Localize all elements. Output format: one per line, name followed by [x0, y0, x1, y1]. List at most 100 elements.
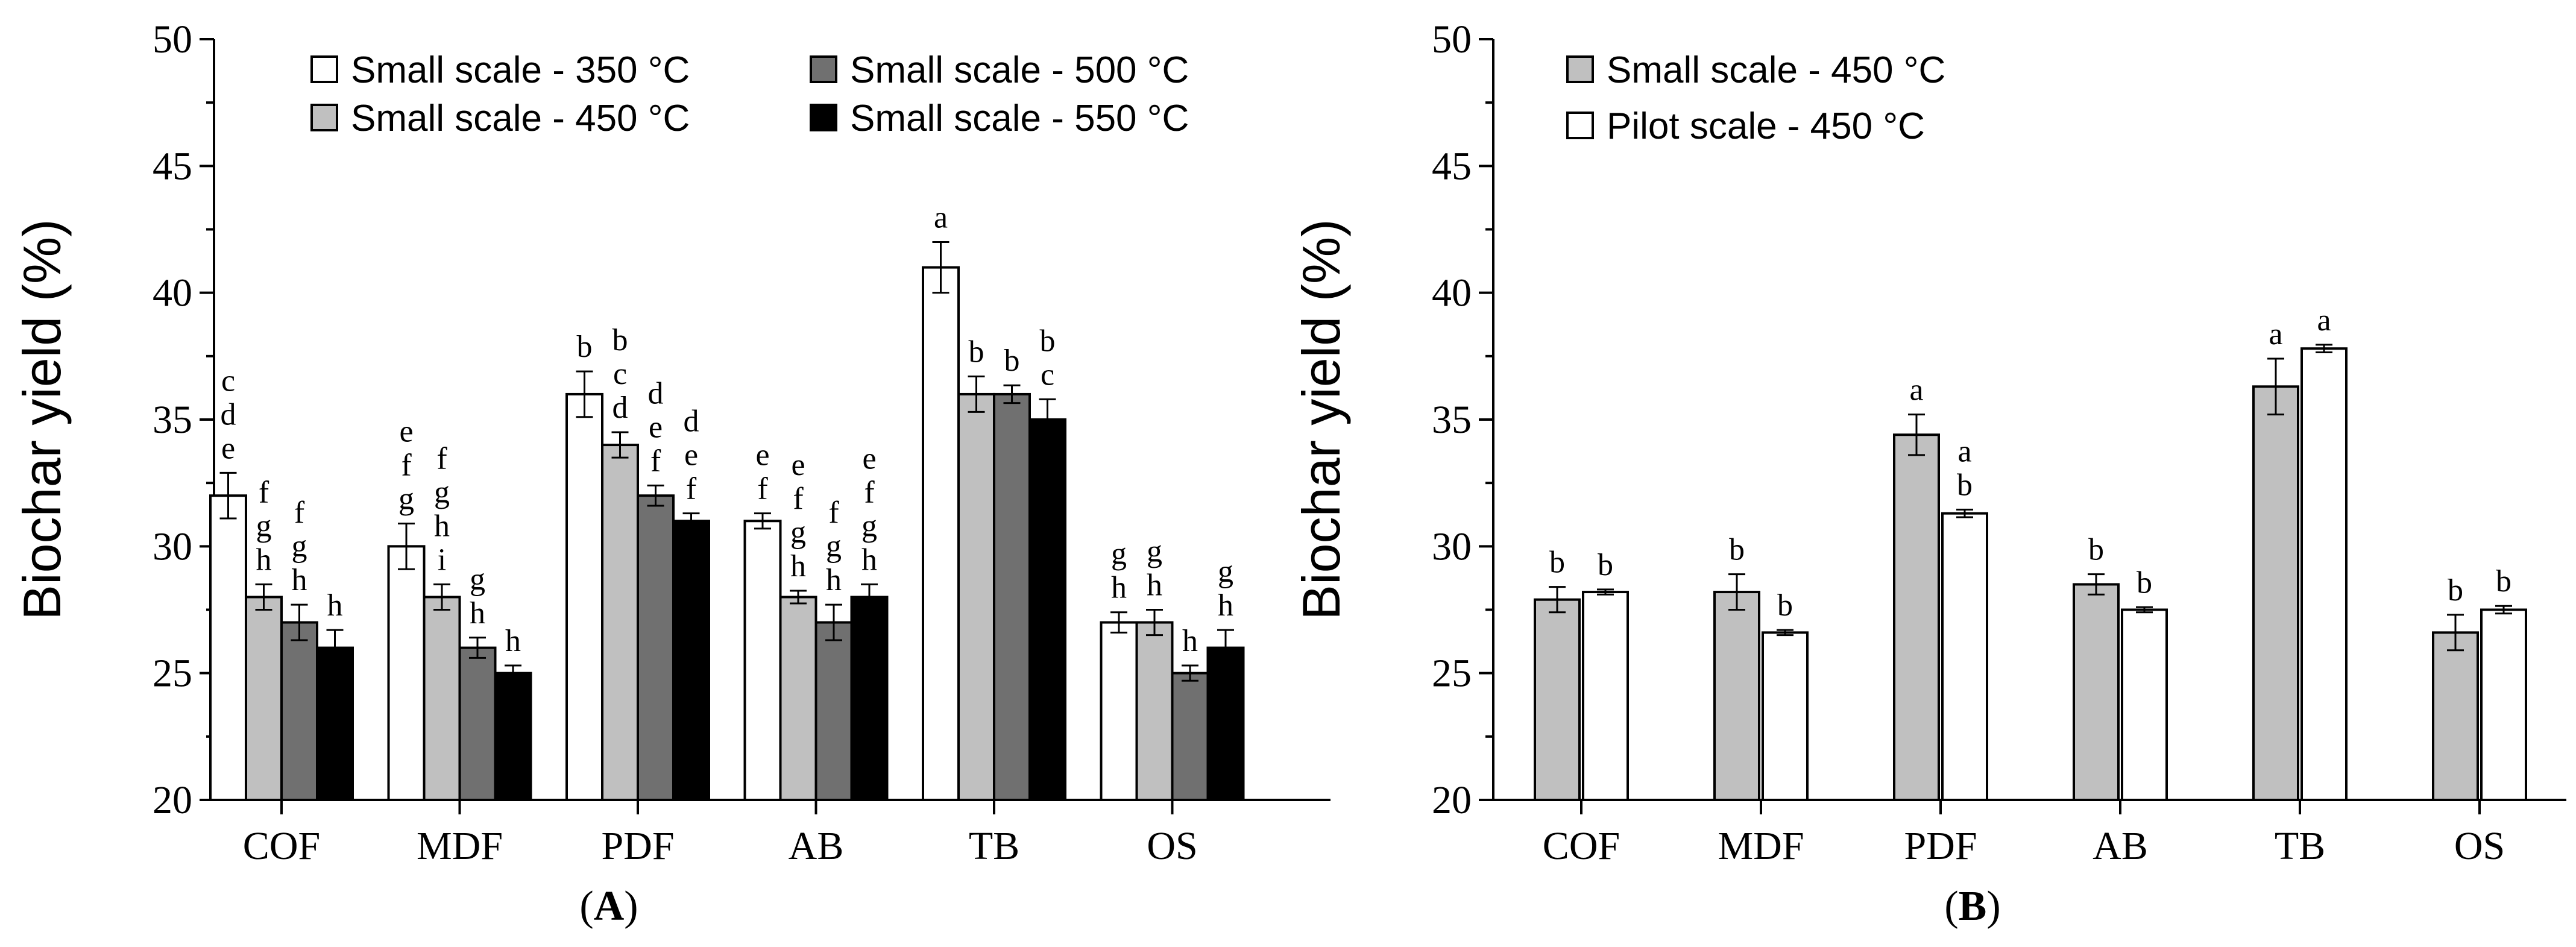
significance-letter: b — [1549, 546, 1565, 580]
significance-letter: h — [1182, 624, 1198, 658]
bar — [957, 392, 995, 801]
significance-letter: a — [934, 201, 948, 235]
significance-letter: c — [1041, 357, 1054, 392]
significance-letter: f — [436, 441, 447, 476]
bar — [1534, 598, 1581, 801]
bar — [565, 392, 603, 801]
significance-letter: e — [862, 441, 876, 476]
significance-letter: g — [790, 515, 806, 550]
legend-swatch — [310, 55, 338, 83]
significance-letter: f — [686, 472, 697, 506]
bar — [779, 596, 817, 801]
bar — [316, 646, 354, 801]
bar — [637, 494, 675, 801]
bar — [1713, 591, 1760, 801]
legend-label: Pilot scale - 450 °C — [1607, 105, 1925, 147]
bar — [245, 596, 283, 801]
x-tick-label: COF — [1543, 824, 1620, 868]
significance-letter: g — [256, 509, 272, 543]
y-tick-label: 35 — [1432, 398, 1472, 442]
bar — [1941, 512, 1988, 801]
bar — [922, 266, 960, 802]
bar — [1206, 646, 1245, 801]
bar — [458, 646, 497, 801]
bar — [2300, 347, 2348, 801]
significance-letter: b — [969, 335, 984, 369]
bar — [494, 672, 532, 801]
significance-letter: b — [1729, 533, 1745, 567]
bar — [601, 444, 639, 801]
significance-letter: h — [327, 588, 343, 623]
significance-letter: d — [648, 376, 664, 411]
bar — [2252, 385, 2299, 801]
significance-letter: h — [1111, 571, 1127, 605]
y-tick-label: 30 — [1432, 524, 1472, 568]
y-tick-label: 25 — [1432, 652, 1472, 696]
legend-swatch — [810, 104, 837, 131]
bar — [1893, 433, 1940, 801]
x-tick-label: PDF — [1904, 824, 1977, 868]
significance-letter: i — [438, 543, 446, 577]
y-tick-label: 30 — [153, 524, 192, 568]
x-tick-label: AB — [789, 824, 844, 868]
significance-letter: b — [1040, 324, 1056, 358]
significance-letter: g — [434, 475, 450, 509]
y-axis-title: Biochar yield (%) — [12, 219, 72, 620]
significance-letter: g — [470, 562, 485, 597]
bar — [1135, 621, 1174, 801]
significance-letter: g — [826, 529, 842, 564]
panel-label-letter: A — [594, 883, 625, 930]
bar — [672, 520, 710, 801]
bar — [2432, 631, 2479, 801]
significance-letter: b — [2448, 573, 2463, 608]
significance-letter: h — [470, 596, 485, 631]
significance-letter: a — [2269, 317, 2282, 351]
significance-letter: f — [294, 496, 305, 530]
y-axis-title: Biochar yield (%) — [1291, 219, 1351, 620]
legend-label: Small scale - 500 °C — [850, 49, 1189, 91]
bar — [2121, 608, 2168, 801]
bar — [423, 596, 461, 801]
significance-letter: g — [1147, 535, 1162, 569]
significance-letter: b — [577, 330, 593, 364]
significance-letter: b — [2088, 533, 2104, 567]
significance-letter: b — [2496, 564, 2511, 599]
significance-letter: f — [793, 482, 804, 516]
significance-letter: c — [221, 363, 235, 398]
panel-label-letter: B — [1959, 883, 1987, 930]
significance-letter: g — [1111, 537, 1127, 571]
y-tick-label: 45 — [1432, 144, 1472, 188]
bar — [280, 621, 318, 801]
significance-letter: a — [1957, 434, 1971, 468]
x-tick-label: TB — [2275, 824, 2325, 868]
legend-label: Small scale - 450 °C — [1607, 49, 1945, 91]
x-tick-label: OS — [2454, 824, 2505, 868]
bar — [814, 621, 853, 801]
significance-letter: d — [221, 397, 236, 432]
x-tick-label: TB — [969, 824, 1019, 868]
panel-label: (B) — [1944, 883, 2000, 930]
panel-label-close-paren: ) — [1986, 883, 2000, 930]
y-tick-label: 35 — [153, 398, 192, 442]
significance-letter: e — [755, 438, 769, 473]
legend-label: Small scale - 550 °C — [850, 98, 1189, 139]
bar — [850, 596, 889, 801]
significance-letter: f — [757, 472, 768, 506]
significance-letter: h — [826, 563, 842, 597]
y-tick-label: 20 — [153, 778, 192, 822]
y-tick-label: 40 — [1432, 271, 1472, 315]
significance-letter: e — [221, 431, 235, 465]
bar — [743, 520, 782, 801]
panel-label: (A) — [579, 883, 638, 930]
legend-label: Small scale - 350 °C — [351, 49, 690, 91]
legend-swatch — [1566, 55, 1594, 83]
panel-label-open-paren: ( — [1944, 883, 1958, 930]
significance-letter: f — [828, 496, 839, 530]
x-tick-label: AB — [2093, 824, 2148, 868]
bar — [209, 494, 247, 801]
significance-letter: h — [1147, 568, 1162, 603]
significance-letter: g — [398, 482, 414, 516]
legend-swatch — [810, 55, 837, 83]
